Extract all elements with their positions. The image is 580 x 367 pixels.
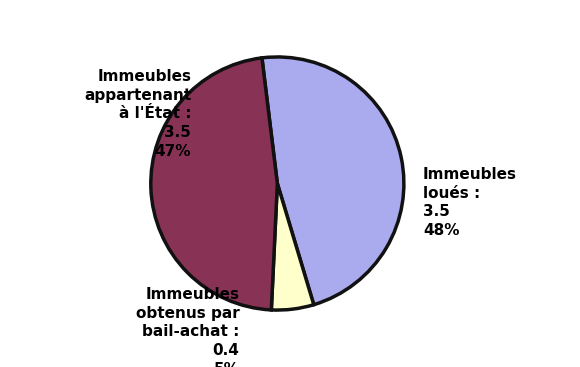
Wedge shape (262, 57, 404, 305)
Wedge shape (151, 58, 277, 310)
Text: Immeubles
obtenus par
bail-achat :
0.4
5%: Immeubles obtenus par bail-achat : 0.4 5… (136, 287, 240, 367)
Text: Immeubles
loués :
3.5
48%: Immeubles loués : 3.5 48% (423, 167, 517, 238)
Wedge shape (271, 184, 314, 310)
Text: Immeubles
appartenant
à l'État :
3.5
47%: Immeubles appartenant à l'État : 3.5 47% (84, 69, 191, 159)
